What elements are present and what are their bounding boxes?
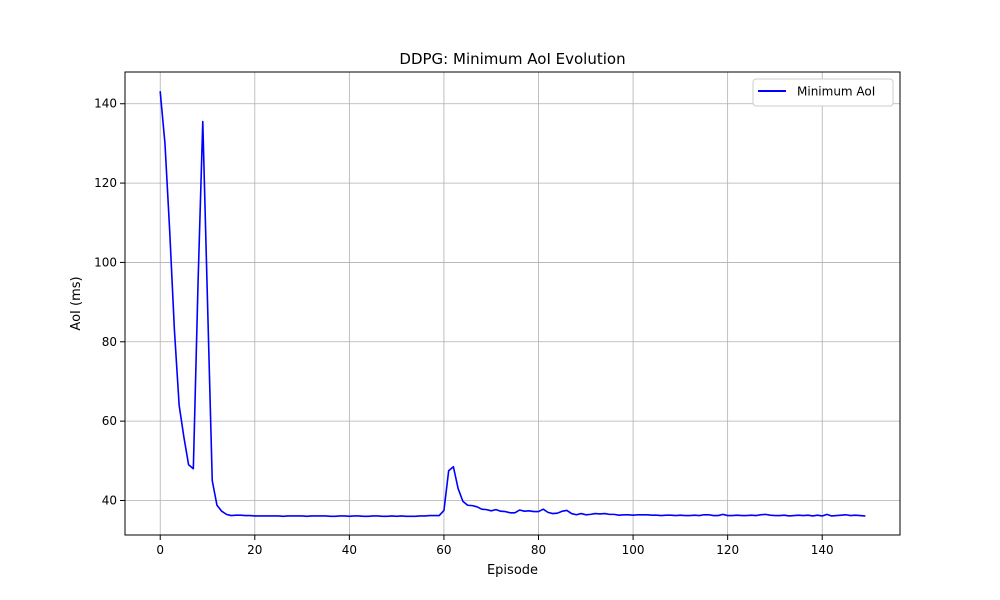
grid-lines: [125, 72, 900, 535]
y-axis-label: AoI (ms): [69, 276, 84, 330]
x-tick-label: 20: [247, 543, 262, 557]
y-tick-label: 80: [102, 335, 117, 349]
x-tick-label: 100: [622, 543, 645, 557]
x-tick-label: 0: [156, 543, 164, 557]
chart-title: DDPG: Minimum AoI Evolution: [399, 50, 625, 68]
y-tick-label: 40: [102, 493, 117, 507]
axis-ticks: 0 20 40 60 80 100 120 140 40 60 80 100 120 140: [94, 97, 834, 557]
series-line-minimum-aoi: [159, 91, 866, 518]
y-tick-label: 100: [94, 255, 117, 269]
plot-frame: [124, 71, 901, 536]
x-tick-label: 120: [716, 543, 739, 557]
series-layer: [159, 91, 866, 518]
x-tick-label: 60: [436, 543, 451, 557]
y-tick-label: 140: [94, 97, 117, 111]
x-tick-label: 80: [531, 543, 546, 557]
y-tick-label: 120: [94, 176, 117, 190]
legend-label: Minimum AoI: [797, 85, 875, 99]
x-tick-label: 40: [342, 543, 357, 557]
x-axis-label: Episode: [487, 563, 538, 578]
legend-box: [752, 78, 894, 107]
legend: Minimum AoI: [752, 78, 894, 107]
y-tick-label: 60: [102, 414, 117, 428]
x-tick-label: 140: [811, 543, 834, 557]
